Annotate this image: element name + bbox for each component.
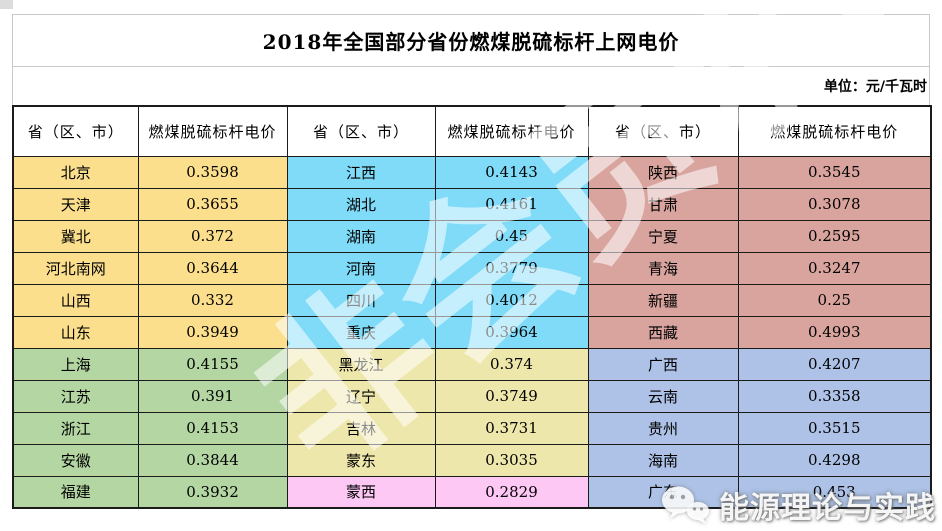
price-cell: 0.4143 — [434, 155, 589, 189]
table-row: 浙江 0.4153 吉林 0.3731 贵州 0.3515 — [12, 411, 932, 445]
watermark-fragment — [0, 0, 13, 9]
province-cell: 黑龙江 — [286, 347, 436, 381]
province-cell: 陕西 — [587, 155, 739, 189]
province-cell: 安徽 — [12, 443, 139, 477]
header-price-3: 燃煤脱硫标杆电价 — [737, 105, 932, 157]
province-cell: 山西 — [12, 283, 139, 317]
price-cell: 0.3964 — [434, 315, 589, 349]
price-cell: 0.4298 — [737, 443, 932, 477]
province-cell: 辽宁 — [286, 379, 436, 413]
price-cell: 0.45 — [434, 219, 589, 253]
header-province-1: 省（区、市） — [12, 105, 139, 157]
price-table: 省（区、市） 燃煤脱硫标杆电价 省（区、市） 燃煤脱硫标杆电价 省（区、市） 燃… — [12, 105, 932, 509]
province-cell: 蒙东 — [286, 443, 436, 477]
table-row: 北京 0.3598 江西 0.4143 陕西 0.3545 — [12, 155, 932, 189]
price-cell: 0.3949 — [137, 315, 288, 349]
province-cell: 四川 — [286, 283, 436, 317]
province-cell: 湖北 — [286, 187, 436, 221]
table-row: 天津 0.3655 湖北 0.4161 甘肃 0.3078 — [12, 187, 932, 221]
province-cell: 浙江 — [12, 411, 139, 445]
province-cell: 广东 — [587, 475, 739, 509]
price-cell: 0.3844 — [137, 443, 288, 477]
province-cell: 湖南 — [286, 219, 436, 253]
province-cell: 江西 — [286, 155, 436, 189]
province-cell: 冀北 — [12, 219, 139, 253]
province-cell: 福建 — [12, 475, 139, 509]
table-header: 省（区、市） 燃煤脱硫标杆电价 省（区、市） 燃煤脱硫标杆电价 省（区、市） 燃… — [12, 105, 932, 157]
price-cell: 0.4153 — [137, 411, 288, 445]
header-province-2: 省（区、市） — [286, 105, 436, 157]
table-row: 上海 0.4155 黑龙江 0.374 广西 0.4207 — [12, 347, 932, 381]
price-cell: 0.3515 — [737, 411, 932, 445]
price-cell: 0.332 — [137, 283, 288, 317]
price-cell: 0.4161 — [434, 187, 589, 221]
province-cell: 江苏 — [12, 379, 139, 413]
province-cell: 吉林 — [286, 411, 436, 445]
province-cell: 山东 — [12, 315, 139, 349]
price-cell: 0.3644 — [137, 251, 288, 285]
price-cell: 0.25 — [737, 283, 932, 317]
price-cell: 0.4155 — [137, 347, 288, 381]
price-cell: 0.453 — [737, 475, 932, 509]
price-cell: 0.3731 — [434, 411, 589, 445]
price-cell: 0.4207 — [737, 347, 932, 381]
province-cell: 广西 — [587, 347, 739, 381]
page-title: 2018年全国部分省份燃煤脱硫标杆上网电价 — [12, 14, 930, 67]
table-row: 福建 0.3932 蒙西 0.2829 广东 0.453 — [12, 475, 932, 509]
province-cell: 宁夏 — [587, 219, 739, 253]
price-cell: 0.4993 — [737, 315, 932, 349]
price-cell: 0.374 — [434, 347, 589, 381]
table-row: 冀北 0.372 湖南 0.45 宁夏 0.2595 — [12, 219, 932, 253]
price-cell: 0.3655 — [137, 187, 288, 221]
unit-label: 单位：元/千瓦时 — [12, 67, 930, 105]
header-row: 省（区、市） 燃煤脱硫标杆电价 省（区、市） 燃煤脱硫标杆电价 省（区、市） 燃… — [12, 105, 932, 157]
province-cell: 新疆 — [587, 283, 739, 317]
price-table-body: 北京 0.3598 江西 0.4143 陕西 0.3545 天津 0.3655 湖北 0.4161… — [12, 155, 932, 509]
table-row: 江苏 0.391 辽宁 0.3749 云南 0.3358 — [12, 379, 932, 413]
province-cell: 青海 — [587, 251, 739, 285]
province-cell: 河北南网 — [12, 251, 139, 285]
province-cell: 海南 — [587, 443, 739, 477]
province-cell: 河南 — [286, 251, 436, 285]
price-cell: 0.391 — [137, 379, 288, 413]
price-cell: 0.3779 — [434, 251, 589, 285]
header-price-2: 燃煤脱硫标杆电价 — [434, 105, 589, 157]
price-cell: 0.4012 — [434, 283, 589, 317]
province-cell: 重庆 — [286, 315, 436, 349]
province-cell: 甘肃 — [587, 187, 739, 221]
header-price-1: 燃煤脱硫标杆电价 — [137, 105, 288, 157]
province-cell: 北京 — [12, 155, 139, 189]
province-cell: 西藏 — [587, 315, 739, 349]
province-cell: 天津 — [12, 187, 139, 221]
province-cell: 云南 — [587, 379, 739, 413]
price-cell: 0.3078 — [737, 187, 932, 221]
province-cell: 蒙西 — [286, 475, 436, 509]
price-cell: 0.372 — [137, 219, 288, 253]
price-cell: 0.3932 — [137, 475, 288, 509]
price-cell: 0.3247 — [737, 251, 932, 285]
table-row: 安徽 0.3844 蒙东 0.3035 海南 0.4298 — [12, 443, 932, 477]
province-cell: 贵州 — [587, 411, 739, 445]
price-cell: 0.3035 — [434, 443, 589, 477]
table-row: 河北南网 0.3644 河南 0.3779 青海 0.3247 — [12, 251, 932, 285]
price-cell: 0.3358 — [737, 379, 932, 413]
header-province-3: 省（区、市） — [587, 105, 739, 157]
price-cell: 0.3749 — [434, 379, 589, 413]
table-row: 山东 0.3949 重庆 0.3964 西藏 0.4993 — [12, 315, 932, 349]
price-cell: 0.2595 — [737, 219, 932, 253]
price-cell: 0.3598 — [137, 155, 288, 189]
table-row: 山西 0.332 四川 0.4012 新疆 0.25 — [12, 283, 932, 317]
price-cell: 0.2829 — [434, 475, 589, 509]
province-cell: 上海 — [12, 347, 139, 381]
price-cell: 0.3545 — [737, 155, 932, 189]
